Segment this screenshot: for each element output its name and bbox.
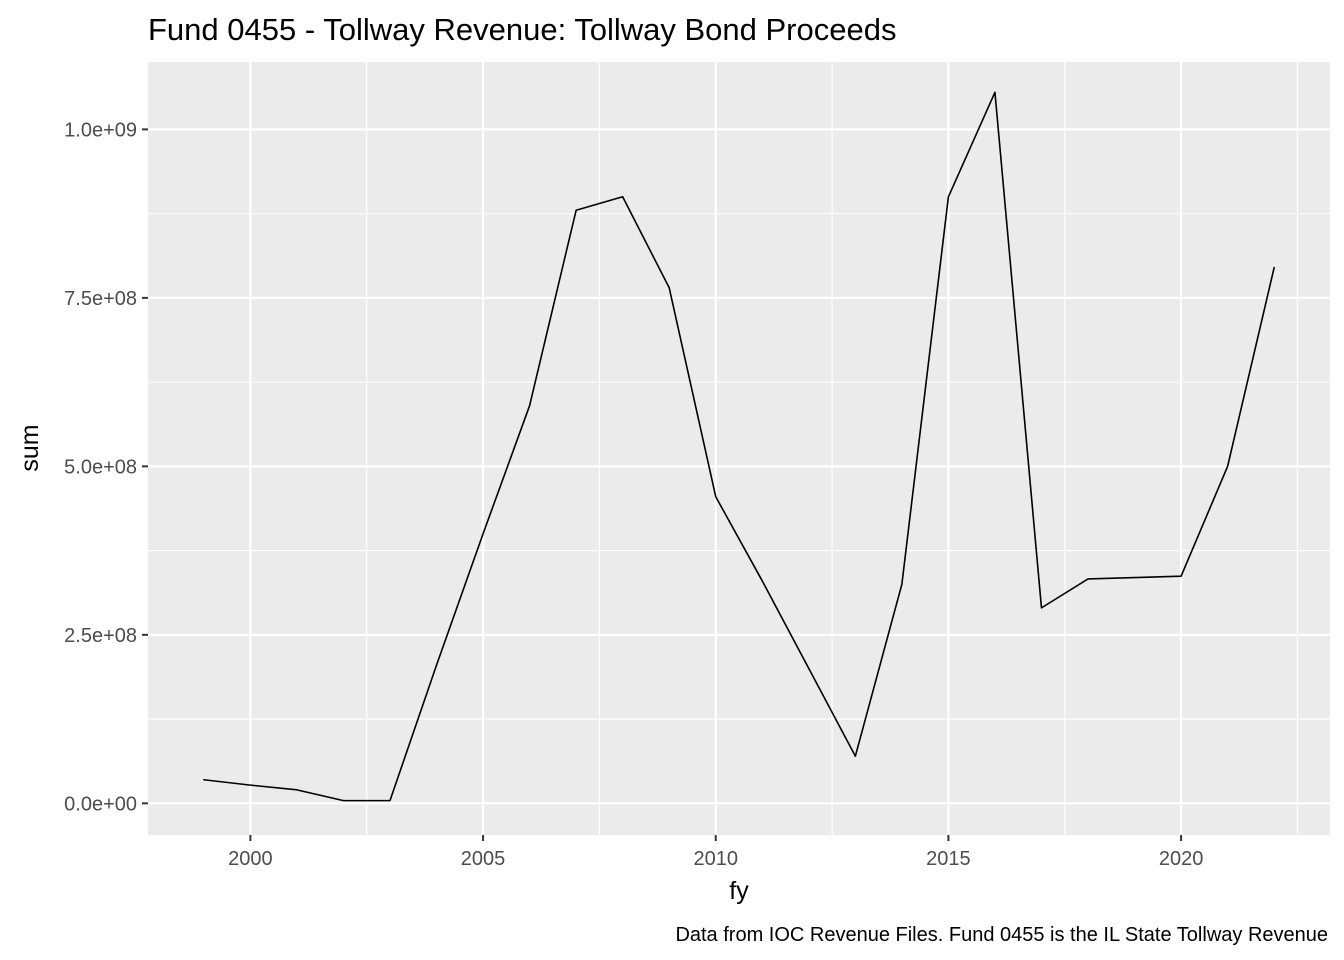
x-tick-label: 2005 xyxy=(461,848,506,870)
y-tick-label: 1.0e+09 xyxy=(64,119,137,141)
y-tick-label: 2.5e+08 xyxy=(64,625,137,647)
minor-gridlines xyxy=(148,62,1330,835)
series-line xyxy=(203,91,1275,802)
x-tick-label: 2010 xyxy=(693,848,738,870)
y-tick-label: 0.0e+00 xyxy=(64,793,137,815)
x-tick-label: 2020 xyxy=(1159,848,1204,870)
x-tick-label: 2000 xyxy=(228,848,273,870)
chart-title: Fund 0455 - Tollway Revenue: Tollway Bon… xyxy=(148,12,896,47)
y-axis-title: sum xyxy=(16,424,44,471)
y-tick-label: 7.5e+08 xyxy=(64,288,137,310)
x-axis-ticks: 2000 2005 2010 2015 2020 xyxy=(228,835,1203,870)
x-axis-title: fy xyxy=(729,877,749,905)
plot-panel xyxy=(148,62,1330,835)
major-gridlines xyxy=(148,62,1330,835)
y-tick-label: 5.0e+08 xyxy=(64,456,137,478)
series-layer xyxy=(203,91,1275,802)
chart-caption: Data from IOC Revenue Files. Fund 0455 i… xyxy=(675,924,1328,946)
x-tick-label: 2015 xyxy=(926,848,971,870)
y-axis-ticks: 0.0e+00 2.5e+08 5.0e+08 7.5e+08 1.0e+09 xyxy=(64,119,148,815)
